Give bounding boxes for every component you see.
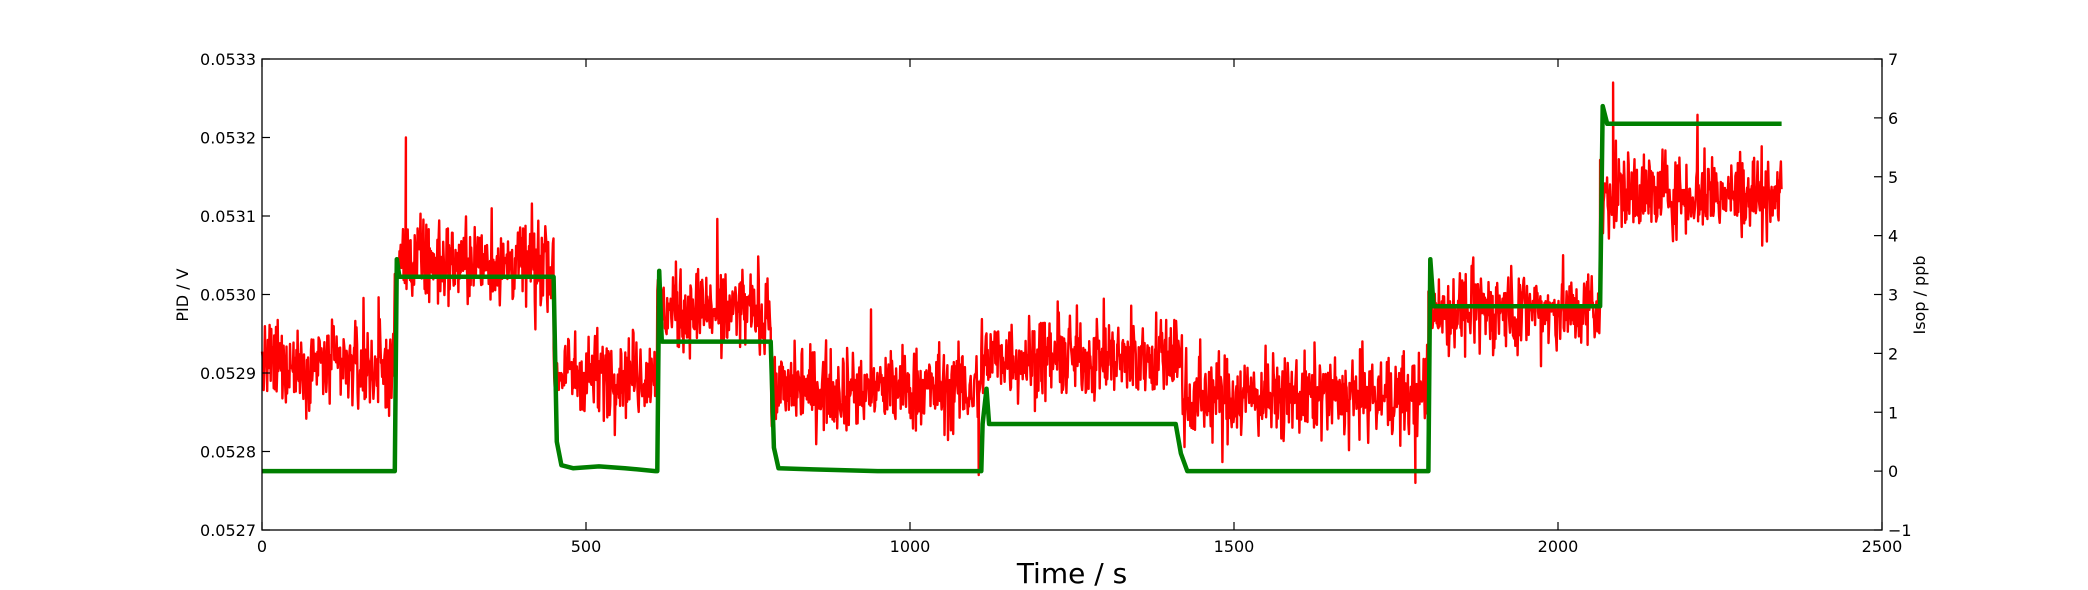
y-tick-label-left: 0.0530 — [200, 286, 256, 305]
plot-background — [262, 59, 1882, 530]
axes-layer: 0 500 1000 1500 2000 2500 0.0527 0.0528 0.0529 0.… — [200, 50, 1912, 556]
y-tick-label-left: 0.0533 — [200, 50, 256, 69]
y-tick-label-right: 0 — [1888, 462, 1898, 481]
y-tick-label-right: 6 — [1888, 109, 1898, 128]
y-tick-label-right: 3 — [1888, 286, 1898, 305]
y-tick-label-left: 0.0532 — [200, 129, 256, 148]
x-tick-label: 1500 — [1214, 537, 1255, 556]
y-tick-label-right: 4 — [1888, 227, 1898, 246]
series-line-pid — [260, 81, 1783, 485]
y-tick-label-right: 2 — [1888, 344, 1898, 363]
y-tick-label-right: 5 — [1888, 168, 1898, 187]
x-tick-label: 2000 — [1538, 537, 1579, 556]
y-tick-label-right: 1 — [1888, 403, 1898, 422]
y-tick-label-left: 0.0531 — [200, 207, 256, 226]
x-axis-title: Time / s — [1016, 557, 1127, 590]
x-tick-label: 500 — [571, 537, 602, 556]
y-axis-title-right: Isop / ppb — [1910, 255, 1929, 334]
x-tick-label: 1000 — [890, 537, 931, 556]
y-tick-label-left: 0.0528 — [200, 443, 256, 462]
y-tick-label-left: 0.0527 — [200, 521, 256, 540]
x-tick-label: 2500 — [1862, 537, 1903, 556]
y-tick-label-right: −1 — [1888, 521, 1912, 540]
series-line-isop — [262, 103, 1782, 474]
y-axis-title-left: PID / V — [173, 268, 192, 321]
x-tick-label: 0 — [257, 537, 267, 556]
series-layer — [260, 81, 1783, 485]
y-tick-label-right: 7 — [1888, 50, 1898, 69]
y-tick-label-left: 0.0529 — [200, 364, 256, 383]
